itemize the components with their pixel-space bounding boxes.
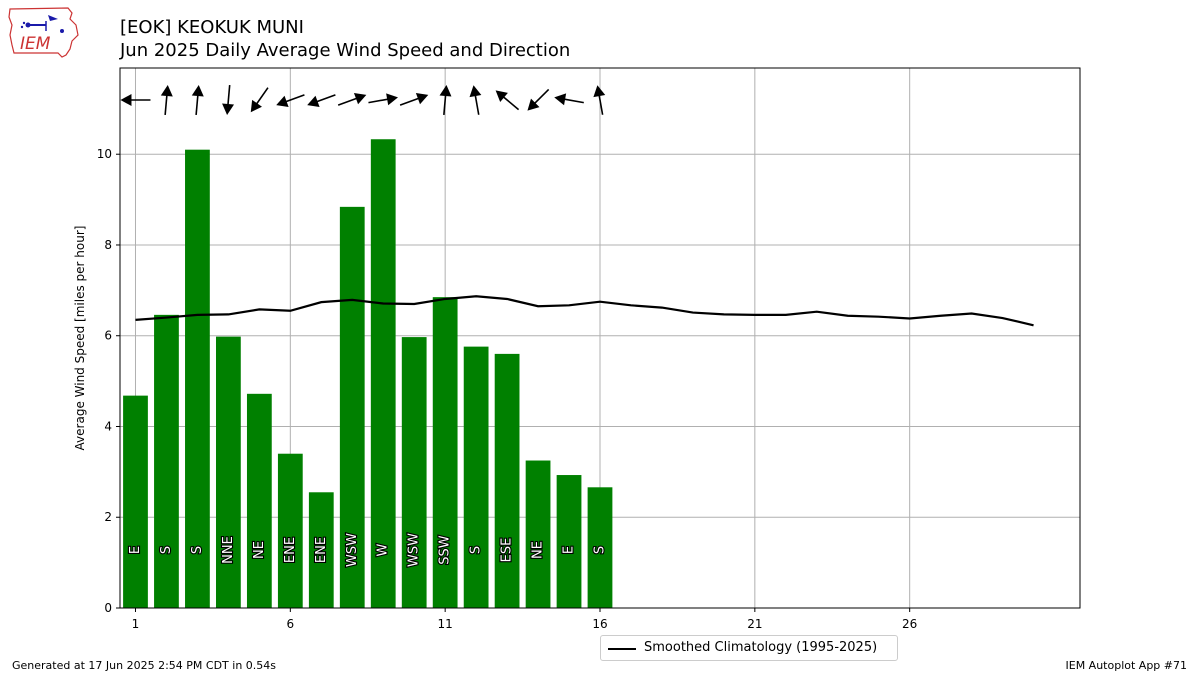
direction-label: S — [159, 546, 174, 554]
direction-label: NNE — [221, 536, 236, 564]
wind-arrow — [527, 88, 550, 111]
wind-arrow — [250, 87, 269, 113]
direction-label: WSW — [345, 533, 360, 567]
direction-label: ENE — [314, 537, 329, 563]
y-tick-label: 2 — [104, 510, 112, 524]
wind-arrow-head — [222, 103, 235, 115]
wind-arrow — [160, 85, 173, 116]
wind-arrow-head — [160, 85, 173, 97]
wind-arrow-head — [191, 85, 204, 97]
wind-arrow — [337, 92, 367, 106]
iem-logo: IEM — [6, 5, 82, 63]
direction-label: W — [376, 543, 391, 556]
wind-arrow-head — [250, 99, 262, 113]
direction-label: S — [469, 546, 484, 554]
x-tick-label: 6 — [287, 617, 295, 631]
wind-arrow — [439, 85, 452, 116]
wind-arrow-head — [593, 85, 606, 98]
wind-arrow — [222, 84, 235, 115]
wind-arrow — [593, 85, 606, 115]
bar-day-12 — [463, 346, 489, 608]
wind-arrow-head — [386, 93, 398, 106]
bar-day-15 — [556, 475, 582, 608]
wind-arrow-head — [415, 92, 429, 105]
direction-label: S — [593, 546, 608, 554]
wind-arrow-head — [554, 93, 567, 106]
wind-arrow — [399, 92, 429, 106]
bar-day-6 — [277, 453, 303, 608]
y-tick-label: 8 — [104, 238, 112, 252]
bar-day-1 — [123, 395, 148, 608]
bar-day-10 — [401, 337, 427, 608]
y-axis-label: Average Wind Speed [miles per hour] — [73, 226, 87, 451]
x-tick-label: 21 — [747, 617, 762, 631]
legend-line-swatch — [608, 648, 636, 650]
x-tick-label: 11 — [438, 617, 453, 631]
wind-arrow — [368, 93, 398, 106]
bar-day-14 — [525, 460, 551, 608]
generated-timestamp: Generated at 17 Jun 2025 2:54 PM CDT in … — [12, 659, 277, 672]
x-tick-label: 1 — [132, 617, 140, 631]
bar-day-3 — [185, 149, 210, 609]
wind-arrow-head — [439, 85, 452, 97]
direction-label: SSW — [438, 535, 453, 565]
wind-arrow-head — [495, 90, 508, 103]
wind-arrow — [469, 85, 482, 115]
logo-text: IEM — [20, 34, 51, 54]
wind-arrow-head — [353, 92, 367, 105]
wind-arrow — [495, 90, 520, 111]
x-tick-label: 26 — [902, 617, 917, 631]
bar-day-2 — [154, 314, 179, 608]
wind-arrow — [191, 85, 204, 116]
bar-day-7 — [308, 492, 334, 608]
direction-label: WSW — [407, 533, 422, 567]
bar-day-13 — [494, 353, 520, 608]
chart-subtitle: Jun 2025 Daily Average Wind Speed and Di… — [120, 40, 571, 61]
direction-label: S — [190, 546, 205, 554]
y-tick-label: 10 — [97, 147, 112, 161]
y-tick-label: 0 — [104, 601, 112, 615]
legend: Smoothed Climatology (1995-2025) — [600, 635, 898, 661]
wind-arrow — [276, 94, 305, 108]
y-tick-label: 4 — [104, 419, 112, 433]
x-tick-label: 16 — [592, 617, 607, 631]
bar-day-4 — [216, 336, 241, 608]
bar-day-9 — [370, 139, 396, 608]
direction-label: E — [562, 546, 577, 554]
legend-label: Smoothed Climatology (1995-2025) — [644, 640, 878, 655]
wind-arrow — [554, 93, 584, 106]
wind-arrow-head — [276, 95, 289, 108]
bar-day-5 — [246, 393, 272, 608]
chart-title: [EOK] KEOKUK MUNI — [120, 17, 304, 38]
bar-day-11 — [432, 297, 458, 608]
climatology-line — [135, 295, 1034, 327]
bar-day-8 — [339, 206, 365, 608]
direction-label: NE — [531, 541, 546, 559]
y-tick-label: 6 — [104, 329, 112, 343]
bar-day-16 — [587, 487, 613, 608]
wind-arrow-head — [307, 95, 320, 108]
app-credit: IEM Autoplot App #71 — [1065, 659, 1188, 672]
wind-arrow-head — [469, 85, 482, 98]
wind-arrow-head — [120, 94, 132, 106]
direction-label: ESE — [500, 538, 515, 563]
wind-arrow — [120, 94, 151, 106]
direction-label: ENE — [283, 537, 298, 563]
direction-label: E — [128, 546, 143, 554]
wind-arrow — [307, 94, 336, 108]
direction-label: NE — [252, 541, 267, 559]
wind-arrow-head — [527, 98, 540, 111]
